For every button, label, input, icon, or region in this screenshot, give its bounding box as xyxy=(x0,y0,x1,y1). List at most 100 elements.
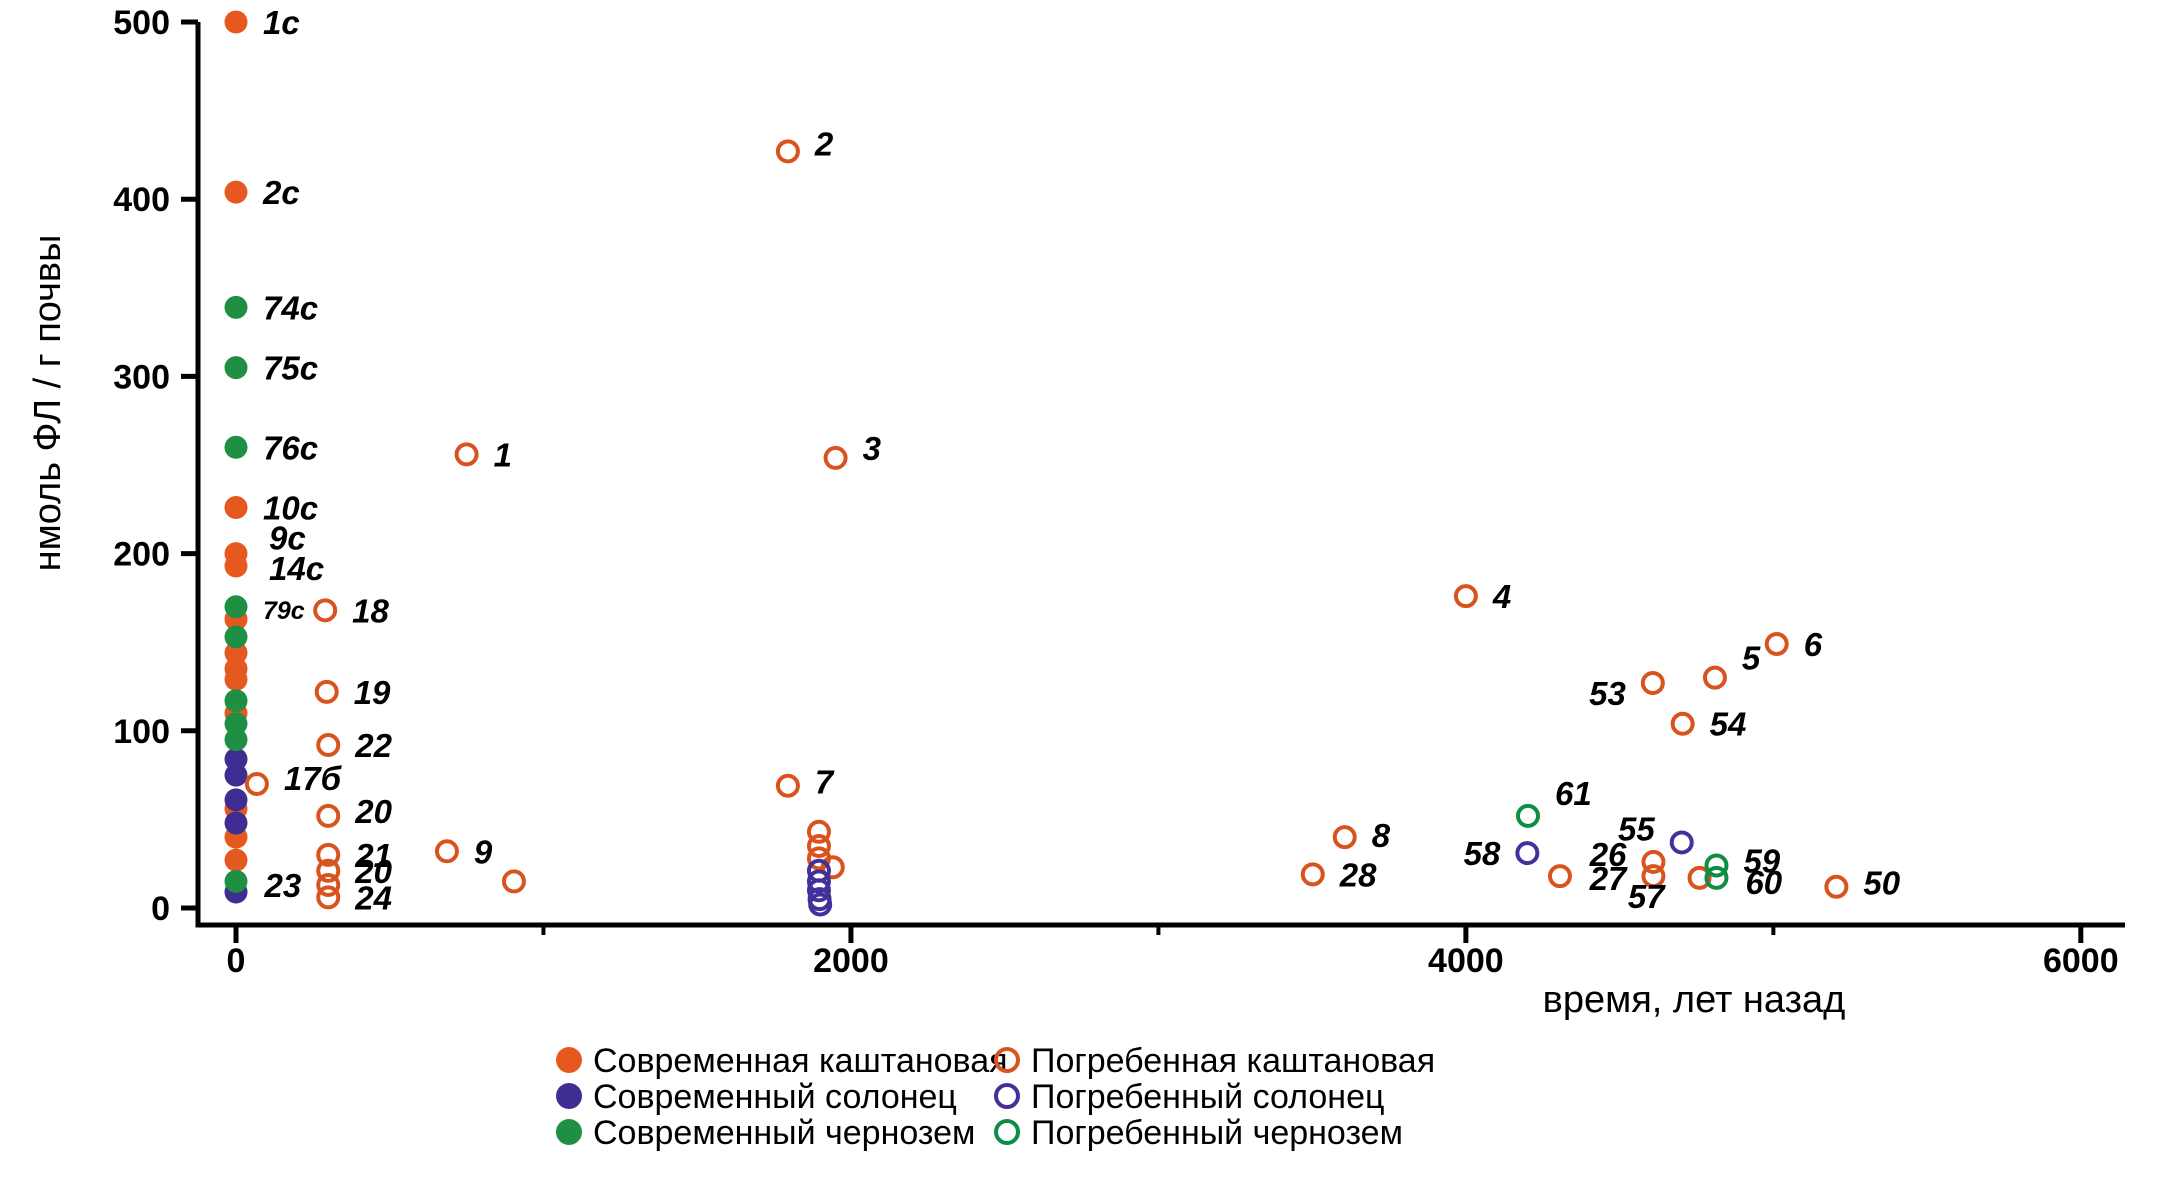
data-point-buried-kashtanovaya xyxy=(1300,862,1325,887)
y-tick-label: 200 xyxy=(113,536,170,574)
data-point-modern-chernozem xyxy=(224,625,248,649)
y-tick-label: 100 xyxy=(113,713,170,751)
legend-item: Погребенный солонец xyxy=(994,1078,1384,1116)
legend-marker-filled-icon xyxy=(556,1083,582,1109)
data-point-buried-solonets xyxy=(806,878,831,903)
data-point-buried-kashtanovaya xyxy=(316,803,341,828)
data-point-buried-kashtanovaya xyxy=(316,885,341,910)
data-point-buried-kashtanovaya xyxy=(316,872,341,897)
y-tick-label: 500 xyxy=(113,4,170,42)
legend-item: Современный солонец xyxy=(556,1078,957,1116)
legend-item: Погребенная каштановая xyxy=(994,1042,1435,1080)
data-point-buried-kashtanovaya xyxy=(454,442,479,467)
data-point-modern-kashtanovaya xyxy=(224,848,248,872)
data-point-modern-chernozem xyxy=(224,869,248,893)
data-point-modern-solonets xyxy=(224,788,248,812)
point-label: 10с xyxy=(263,490,318,527)
data-point-modern-chernozem xyxy=(224,295,248,319)
data-point-buried-kashtanovaya xyxy=(314,679,339,704)
x-axis-title: время, лет назад xyxy=(1543,979,1846,1021)
legend-item-label: Современный солонец xyxy=(593,1078,957,1116)
data-point-buried-kashtanovaya xyxy=(775,773,800,798)
data-point-modern-kashtanovaya xyxy=(224,496,248,520)
y-tick-label: 400 xyxy=(113,181,170,219)
legend-item: Современный чернозем xyxy=(556,1114,975,1152)
point-label: 2с xyxy=(262,174,300,211)
point-label: 22 xyxy=(354,727,392,764)
point-label: 1с xyxy=(263,4,300,41)
data-point-buried-solonets xyxy=(806,869,831,894)
data-point-modern-chernozem xyxy=(224,689,248,713)
data-point-modern-solonets xyxy=(224,747,248,771)
data-point-buried-chernozem xyxy=(1704,853,1729,878)
data-point-buried-kashtanovaya xyxy=(1332,825,1357,850)
data-point-buried-solonets xyxy=(1515,841,1540,866)
data-point-buried-kashtanovaya xyxy=(1641,864,1666,889)
data-point-buried-kashtanovaya xyxy=(316,858,341,883)
data-point-modern-kashtanovaya xyxy=(224,667,248,691)
point-label: 19 xyxy=(354,674,391,711)
data-point-buried-kashtanovaya xyxy=(1670,711,1695,736)
legend-item-label: Современный чернозем xyxy=(593,1114,975,1152)
point-label: 26 xyxy=(1589,836,1627,873)
point-label: 54 xyxy=(1710,706,1747,743)
data-point-buried-solonets xyxy=(808,892,833,917)
data-point-buried-solonets xyxy=(1669,830,1694,855)
point-label: 6 xyxy=(1804,626,1823,663)
legend-item-label: Погребенный солонец xyxy=(1031,1078,1384,1116)
data-point-buried-chernozem xyxy=(1515,803,1540,828)
y-tick-label: 0 xyxy=(151,890,170,928)
x-tick-label: 0 xyxy=(227,942,246,980)
legend-marker-open-icon xyxy=(994,1047,1020,1073)
point-label: 57 xyxy=(1628,878,1666,915)
point-label: 27 xyxy=(1589,860,1628,897)
point-label: 76с xyxy=(263,429,318,466)
data-point-buried-kashtanovaya xyxy=(806,819,831,844)
data-point-buried-kashtanovaya xyxy=(1453,584,1478,609)
data-point-modern-kashtanovaya xyxy=(224,554,248,578)
point-label: 5 xyxy=(1742,640,1761,677)
data-point-modern-solonets xyxy=(224,811,248,835)
data-point-buried-kashtanovaya xyxy=(1641,849,1666,874)
data-point-buried-kashtanovaya xyxy=(316,732,341,757)
point-label: 8 xyxy=(1372,817,1391,854)
point-label: 50 xyxy=(1863,865,1900,902)
data-point-modern-chernozem xyxy=(224,728,248,752)
x-tick-label: 4000 xyxy=(1428,942,1504,980)
point-label: 23 xyxy=(264,867,302,904)
point-label: 2 xyxy=(814,125,834,162)
data-point-modern-kashtanovaya xyxy=(224,641,248,665)
data-point-buried-chernozem xyxy=(1704,865,1729,890)
data-point-buried-kashtanovaya xyxy=(313,598,338,623)
data-point-buried-kashtanovaya xyxy=(316,842,341,867)
data-point-buried-kashtanovaya xyxy=(1687,865,1712,890)
point-label: 17б xyxy=(284,760,343,797)
data-point-buried-kashtanovaya xyxy=(823,445,848,470)
point-label: 79с xyxy=(263,597,305,625)
data-point-buried-kashtanovaya xyxy=(806,833,831,858)
legend-marker-filled-icon xyxy=(556,1119,582,1145)
data-point-buried-kashtanovaya xyxy=(775,139,800,164)
legend-item-label: Современная каштановая xyxy=(593,1042,1008,1080)
point-label: 58 xyxy=(1464,835,1501,872)
legend-marker-open-icon xyxy=(994,1083,1020,1109)
axes xyxy=(195,22,2125,928)
point-label: 28 xyxy=(1339,856,1377,893)
point-label: 7 xyxy=(815,764,835,801)
point-label: 9с xyxy=(269,520,306,557)
y-axis-title: нмоль ФЛ / г почвы xyxy=(27,235,69,572)
point-label: 18 xyxy=(352,592,389,629)
data-point-modern-kashtanovaya xyxy=(224,10,248,34)
data-point-modern-kashtanovaya xyxy=(224,180,248,204)
x-tick-label: 2000 xyxy=(813,942,889,980)
point-label: 9 xyxy=(474,833,493,870)
point-label: 59 xyxy=(1743,842,1780,879)
point-label: 3 xyxy=(863,430,881,467)
data-point-buried-kashtanovaya xyxy=(1702,665,1727,690)
data-point-modern-chernozem xyxy=(224,356,248,380)
data-point-modern-solonets xyxy=(224,763,248,787)
